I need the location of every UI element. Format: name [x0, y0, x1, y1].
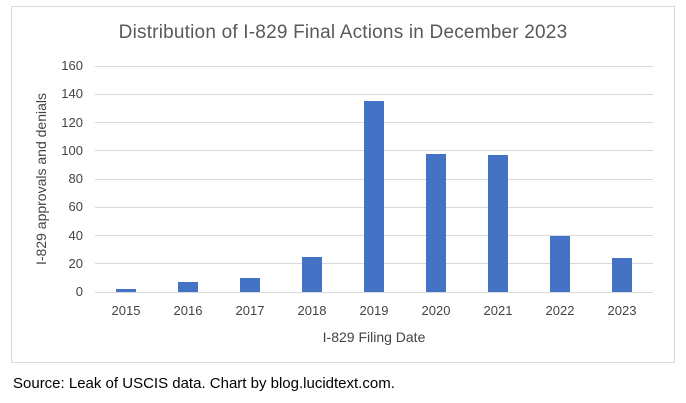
bar-2015	[116, 289, 136, 292]
y-tick-label-120: 120	[61, 114, 83, 130]
y-tick-label-100: 100	[61, 142, 83, 158]
bar-2023	[612, 258, 632, 292]
gridline-140	[95, 93, 653, 95]
y-tick-label-140: 140	[61, 86, 83, 102]
bar-2021	[488, 155, 508, 292]
bar-2016	[178, 282, 198, 292]
y-tick-label-20: 20	[68, 255, 83, 271]
gridline-0	[95, 291, 653, 293]
x-tick-label-2019: 2019	[359, 303, 389, 318]
x-tick-label-2018: 2018	[297, 303, 327, 318]
plot-area: I-829 approvals and denials 160 140 120 100…	[33, 59, 653, 345]
x-tick-label-2023: 2023	[607, 303, 637, 318]
y-tick-label-0: 0	[75, 284, 83, 299]
bar-2017	[240, 277, 260, 292]
x-tick-label-2016: 2016	[173, 303, 203, 318]
bar-2018	[302, 256, 322, 292]
y-tick-label-60: 60	[68, 199, 83, 215]
x-tick-label-2022: 2022	[545, 303, 575, 318]
x-axis-title: I-829 Filing Date	[322, 329, 426, 345]
source-note: Source: Leak of USCIS data. Chart by blo…	[13, 375, 395, 392]
chart-area: Distribution of I-829 Final Actions in D…	[11, 6, 675, 363]
bar-2022	[550, 235, 570, 292]
x-tick-label-2015: 2015	[111, 303, 141, 318]
y-tick-label-80: 80	[68, 171, 83, 186]
x-tick-label-2021: 2021	[483, 303, 513, 318]
bar-2020	[426, 153, 446, 292]
bar-2019	[364, 101, 384, 292]
gridline-160	[95, 65, 653, 67]
y-tick-label-160: 160	[61, 58, 83, 73]
chart-title: Distribution of I-829 Final Actions in D…	[118, 22, 568, 43]
y-tick-label-40: 40	[68, 227, 83, 243]
x-tick-label-2020: 2020	[421, 303, 451, 318]
x-tick-label-2017: 2017	[235, 303, 265, 318]
